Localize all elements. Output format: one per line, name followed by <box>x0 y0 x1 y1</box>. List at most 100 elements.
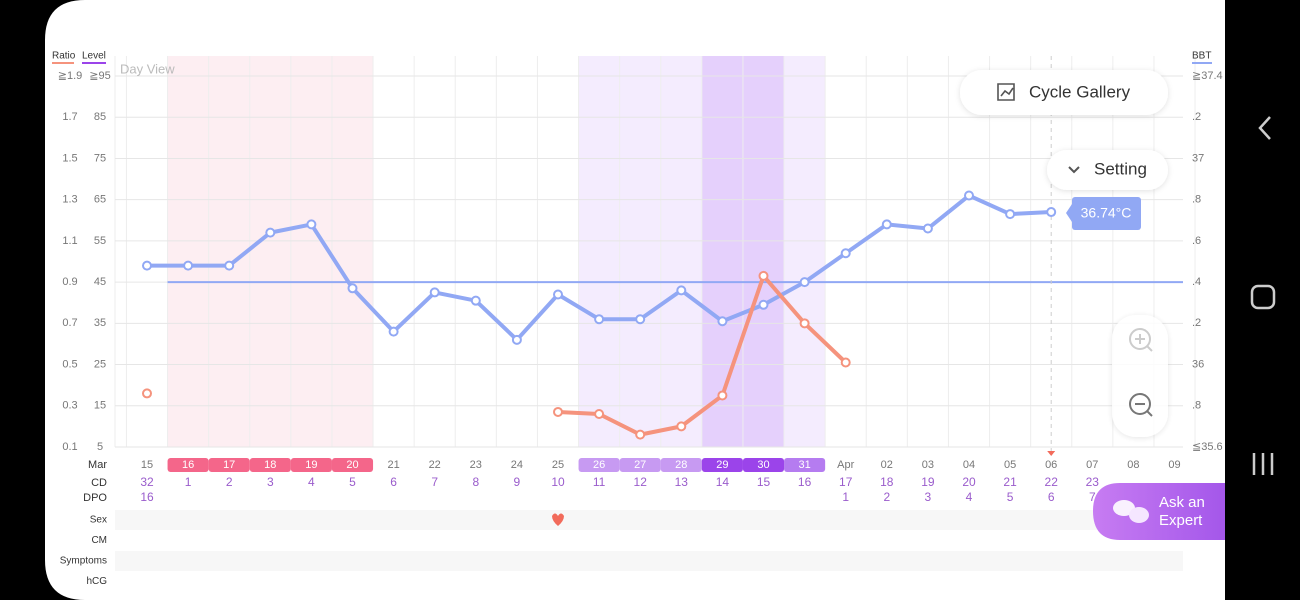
zoom-controls <box>1112 315 1168 437</box>
ratio-tick-label: 0.3 <box>62 400 77 412</box>
date-highlight <box>331 458 374 472</box>
x-tick-label: 15 <box>141 459 153 471</box>
x-tick-label: Apr <box>837 459 854 471</box>
date-highlight <box>249 458 291 472</box>
ratio-tick-label: 0.1 <box>62 441 77 453</box>
data-point <box>511 334 522 345</box>
data-point <box>1005 209 1016 220</box>
ratio-tick-label: 0.5 <box>62 358 77 370</box>
zoom-out[interactable] <box>1129 393 1153 417</box>
ratio-tick-label: 1.3 <box>62 194 77 206</box>
zoom-in[interactable] <box>1129 328 1153 352</box>
data-point <box>429 287 440 298</box>
x-tick-label: 09 <box>1168 459 1180 471</box>
row-value: 23 <box>1086 475 1100 489</box>
level-tick-label: 35 <box>94 317 106 329</box>
data-point <box>676 285 687 296</box>
date-highlight <box>619 458 661 472</box>
level-tick-label: 25 <box>94 358 106 370</box>
row-value: 4 <box>966 490 973 504</box>
x-tick-label: 19 <box>305 459 317 471</box>
cycle-gallery-button[interactable]: Cycle Gallery <box>960 70 1168 115</box>
month-label: Mar <box>88 459 107 471</box>
row-value: 9 <box>514 475 521 489</box>
phase-band <box>701 56 743 447</box>
data-point <box>265 227 276 238</box>
x-tick-label: 18 <box>264 459 276 471</box>
bbt-tick-label: .2 <box>1192 111 1201 123</box>
button-label: Ask an <box>1159 494 1205 511</box>
x-tick-label: 04 <box>963 459 975 471</box>
data-point <box>881 219 892 230</box>
x-tick-label: 28 <box>675 459 687 471</box>
x-tick-label: 29 <box>716 459 728 471</box>
row-label: CM <box>91 535 107 546</box>
nav-back[interactable] <box>1258 116 1271 140</box>
data-point <box>142 260 152 271</box>
data-point <box>840 357 851 368</box>
row-value: 2 <box>226 475 233 489</box>
ratio-tick-label: 1.1 <box>62 235 77 247</box>
x-tick-label: 26 <box>593 459 605 471</box>
level-tick-label: 5 <box>97 441 103 453</box>
gallery-icon <box>997 83 1015 101</box>
row-value: 12 <box>634 475 648 489</box>
phase-band <box>784 56 826 447</box>
level-tick-label: 85 <box>94 111 106 123</box>
phase-band <box>208 56 250 447</box>
data-point <box>717 316 728 327</box>
bbt-tick-label: .2 <box>1192 317 1201 329</box>
axis-title: Level <box>82 51 106 62</box>
date-highlight <box>208 458 250 472</box>
row-value: 5 <box>349 475 356 489</box>
row-label: DPO <box>83 492 107 504</box>
button-label: Setting <box>1094 159 1147 178</box>
sex-heart <box>552 513 564 526</box>
series-line <box>557 273 848 437</box>
bbt-tick-label: 36 <box>1192 358 1204 370</box>
x-tick-label: 23 <box>470 459 482 471</box>
ratio-tick-label: ≧1.9 <box>58 70 83 82</box>
data-point <box>799 277 810 288</box>
setting-button[interactable]: Setting <box>1047 150 1168 190</box>
x-tick-label: 30 <box>757 459 769 471</box>
x-tick-label: 08 <box>1127 459 1139 471</box>
button-bg <box>1093 483 1225 540</box>
row-stripe <box>115 551 1183 571</box>
row-stripe <box>115 510 1183 530</box>
x-tick-label: 24 <box>511 459 523 471</box>
tooltip-pointer <box>1066 204 1072 222</box>
data-point <box>758 299 769 310</box>
nav-bar <box>1250 116 1276 475</box>
data-point <box>594 409 605 420</box>
ask-expert-button[interactable]: Ask an Expert <box>1093 483 1225 540</box>
zoom-out-icon <box>1129 393 1151 415</box>
zoom-in-icon <box>1129 328 1151 350</box>
row-value: 11 <box>593 475 606 489</box>
date-highlight <box>784 458 826 472</box>
zoom-in-glyph <box>1135 334 1153 352</box>
data-point <box>635 314 646 325</box>
data-point <box>717 390 728 401</box>
bbt-tick-label: .6 <box>1192 235 1201 247</box>
row-value: 19 <box>921 475 935 489</box>
chevron-icon <box>1068 166 1080 174</box>
x-tick-label: 07 <box>1086 459 1098 471</box>
ratio-tick-label: 1.7 <box>62 111 77 123</box>
axis-title: Ratio <box>52 51 76 62</box>
data-point <box>922 223 933 234</box>
bbt-tick-label: ≦35.6 <box>1192 441 1223 453</box>
phase-band <box>331 56 374 447</box>
data-point <box>306 219 317 230</box>
nav-recents[interactable] <box>1252 453 1274 475</box>
button-label: Cycle Gallery <box>1029 82 1131 101</box>
nav-home[interactable] <box>1250 284 1276 310</box>
row-value: 32 <box>140 475 154 489</box>
tooltip-bg <box>1072 197 1141 230</box>
date-highlight <box>701 458 743 472</box>
data-point <box>142 388 152 399</box>
bbt-tick-label: .8 <box>1192 400 1201 412</box>
x-tick-label: 02 <box>881 459 893 471</box>
row-value: 2 <box>883 490 890 504</box>
